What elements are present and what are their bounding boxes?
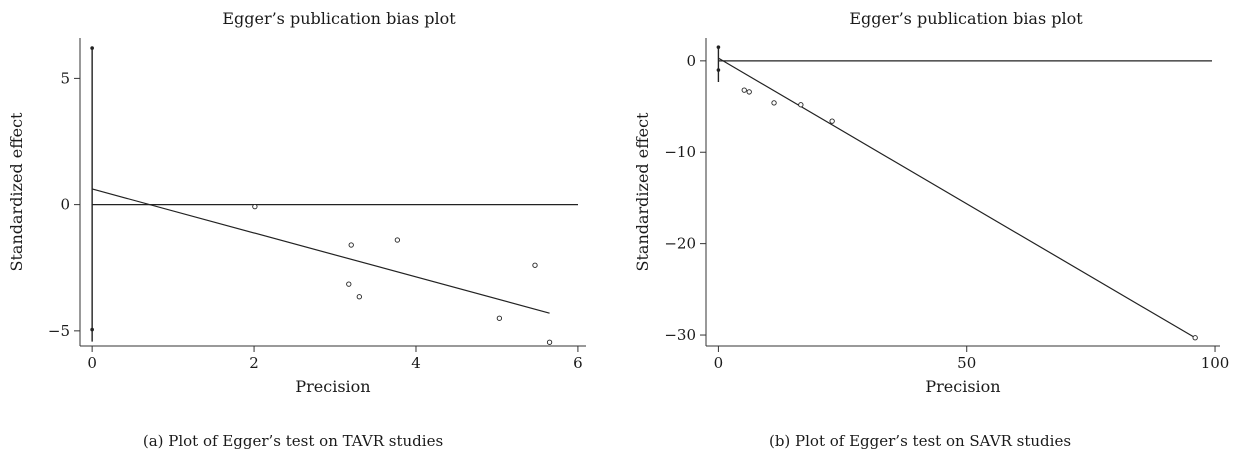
x-axis-label: Precision bbox=[925, 377, 1000, 396]
caption-b: (b) Plot of Egger’s test on SAVR studies bbox=[768, 432, 1072, 450]
y-tick-label: 0 bbox=[60, 196, 70, 214]
data-point bbox=[532, 262, 538, 268]
x-tick-label: 0 bbox=[714, 354, 724, 372]
y-tick-label: 5 bbox=[60, 69, 70, 87]
data-point bbox=[1192, 335, 1198, 341]
data-point bbox=[394, 237, 401, 243]
data-point bbox=[771, 100, 777, 106]
data-point bbox=[829, 118, 835, 124]
y-tick-label: −20 bbox=[664, 235, 696, 253]
x-tick-label: 2 bbox=[249, 354, 259, 372]
x-axis-label: Precision bbox=[295, 377, 370, 396]
x-tick-label: 4 bbox=[411, 354, 421, 372]
data-point bbox=[346, 281, 352, 287]
x-tick-label: 50 bbox=[957, 354, 976, 372]
regression-line bbox=[718, 57, 1196, 339]
data-point bbox=[348, 242, 354, 248]
ci-lower-marker bbox=[90, 327, 94, 332]
caption-a: (a) Plot of Egger’s test on TAVR studies bbox=[142, 432, 444, 450]
chart-title: Egger’s publication bias plot bbox=[849, 9, 1083, 28]
panel-b-savr: Egger’s publication bias plot 0 50 100 −30 −2… bbox=[633, 9, 1229, 396]
data-point bbox=[741, 87, 747, 93]
x-tick-label: 0 bbox=[87, 354, 97, 372]
data-point bbox=[546, 339, 553, 345]
ci-upper-marker bbox=[90, 46, 94, 50]
y-tick-label: 0 bbox=[686, 52, 696, 70]
y-tick-label: −30 bbox=[664, 326, 696, 344]
ci-lower-marker bbox=[716, 68, 721, 72]
chart-title: Egger’s publication bias plot bbox=[222, 9, 456, 28]
data-point bbox=[356, 294, 362, 300]
data-point bbox=[798, 102, 804, 108]
data-point bbox=[496, 315, 503, 321]
y-tick-label: −10 bbox=[664, 143, 696, 161]
y-tick-label: −5 bbox=[48, 322, 70, 340]
ci-upper-marker bbox=[716, 45, 721, 49]
data-point bbox=[746, 89, 752, 95]
regression-line bbox=[91, 188, 550, 314]
y-axis-label: Standardized effect bbox=[633, 112, 652, 272]
x-tick-label: 6 bbox=[573, 354, 583, 372]
y-axis-label: Standardized effect bbox=[7, 112, 26, 272]
panel-a-tavr: Egger’s publication bias plot 0 2 4 6 −5 0 5 Pre… bbox=[7, 9, 586, 396]
data-point bbox=[252, 203, 258, 210]
x-tick-label: 100 bbox=[1201, 354, 1230, 372]
chart-canvas: Egger’s publication bias plot 0 2 4 6 −5 0 5 Pre… bbox=[7, 9, 1229, 396]
